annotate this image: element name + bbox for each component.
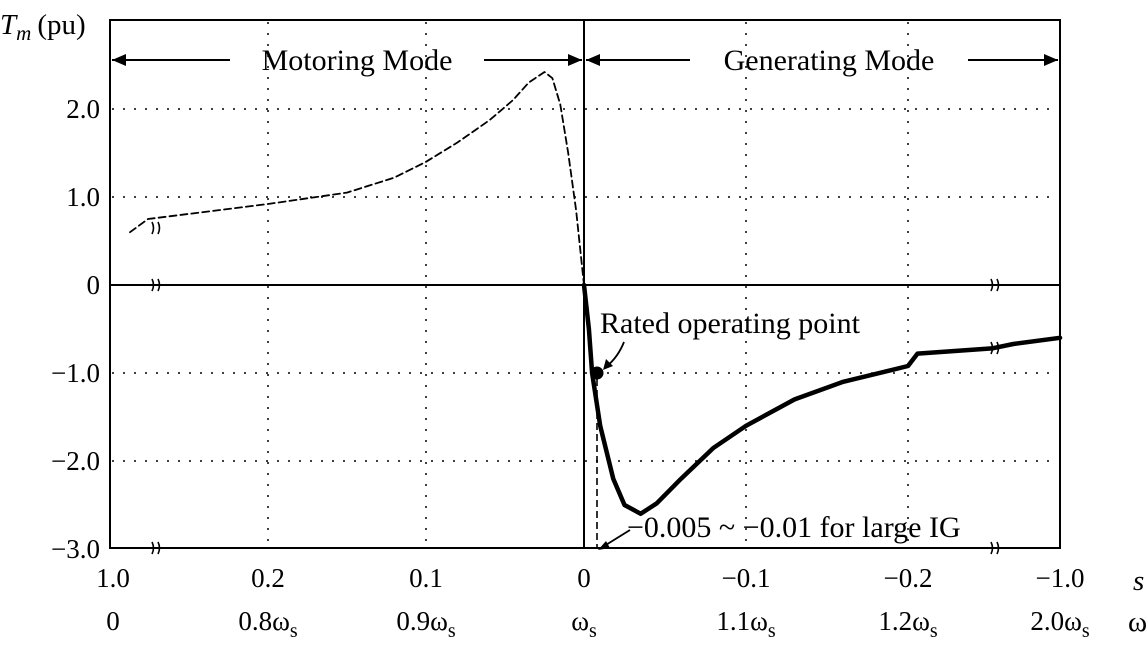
x-tick-speed-label: 0.9ωs bbox=[396, 606, 456, 642]
x-tick-speed-label: 1.2ωs bbox=[878, 606, 938, 642]
x-tick-slip-label: −1.0 bbox=[1036, 563, 1085, 593]
x-tick-slip-label: 0.1 bbox=[409, 563, 443, 593]
x-tick-speed-label: 1.1ωs bbox=[716, 606, 776, 642]
generating-torque-curve bbox=[581, 282, 1063, 517]
speed-subscript: s bbox=[768, 620, 776, 642]
torque-curves bbox=[129, 71, 1063, 517]
x-tick-speed-label: 2.0ωs bbox=[1030, 606, 1090, 642]
x-tick-slip-label: 0 bbox=[577, 563, 591, 593]
y-tick-label: −1.0 bbox=[51, 358, 100, 388]
y-axis-label: Tm (pu) bbox=[0, 9, 86, 45]
speed-subscript: s bbox=[290, 620, 298, 642]
slip-range-label: −0.005 ~ −0.01 for large IG bbox=[627, 511, 961, 544]
rated-operating-point-marker bbox=[590, 366, 604, 380]
x-tick-speed-label: 0.8ωs bbox=[238, 606, 298, 642]
speed-subscript: s bbox=[1082, 620, 1090, 642]
y-tick-label: −2.0 bbox=[51, 446, 100, 476]
speed-subscript: s bbox=[930, 620, 938, 642]
x-tick-speed-label: ωs bbox=[571, 606, 597, 642]
mode-arrows bbox=[112, 54, 1058, 66]
motoring-torque-curve bbox=[129, 71, 585, 286]
y-tick-label: 1.0 bbox=[66, 182, 100, 212]
y-tick-label: −3.0 bbox=[51, 534, 100, 564]
break-mark bbox=[990, 541, 1000, 555]
y-tick-label: 2.0 bbox=[66, 94, 100, 124]
x-tick-slip-label: −0.1 bbox=[722, 563, 771, 593]
y-axis-symbol: T bbox=[0, 9, 18, 41]
break-mark bbox=[990, 278, 1000, 292]
x-tick-slip-label: 1.0 bbox=[96, 563, 130, 593]
break-mark bbox=[151, 221, 161, 235]
slip-range-arrowhead bbox=[598, 541, 610, 550]
axis-break-marks bbox=[151, 221, 1000, 555]
motoring-mode-label: Motoring Mode bbox=[262, 44, 453, 77]
x-tick-slip-label: 0.2 bbox=[251, 563, 285, 593]
y-axis-unit: (pu) bbox=[37, 9, 85, 41]
break-mark bbox=[151, 278, 161, 292]
x-tick-slip-label: −0.2 bbox=[884, 563, 933, 593]
speed-subscript: s bbox=[448, 620, 456, 642]
x-axis-slip-label: s bbox=[1133, 565, 1144, 597]
speed-subscript: s bbox=[589, 620, 597, 642]
x-axis-speed-label: ω bbox=[1128, 606, 1147, 638]
rated-point-arrow bbox=[606, 341, 625, 367]
tick-labels: 2.01.00−1.0−2.0−3.01.0 0.2 0.1 0 −0.1 −0.2 −1.… bbox=[51, 94, 1090, 642]
rated-point-arrowhead bbox=[603, 359, 613, 370]
generating-mode-label: Generating Mode bbox=[724, 44, 935, 77]
x-tick-speed-label: 0 bbox=[106, 606, 120, 636]
y-axis-subscript: m bbox=[16, 21, 31, 45]
y-tick-label: 0 bbox=[87, 270, 101, 300]
break-mark bbox=[151, 541, 161, 555]
rated-operating-point-label: Rated operating point bbox=[600, 307, 861, 340]
